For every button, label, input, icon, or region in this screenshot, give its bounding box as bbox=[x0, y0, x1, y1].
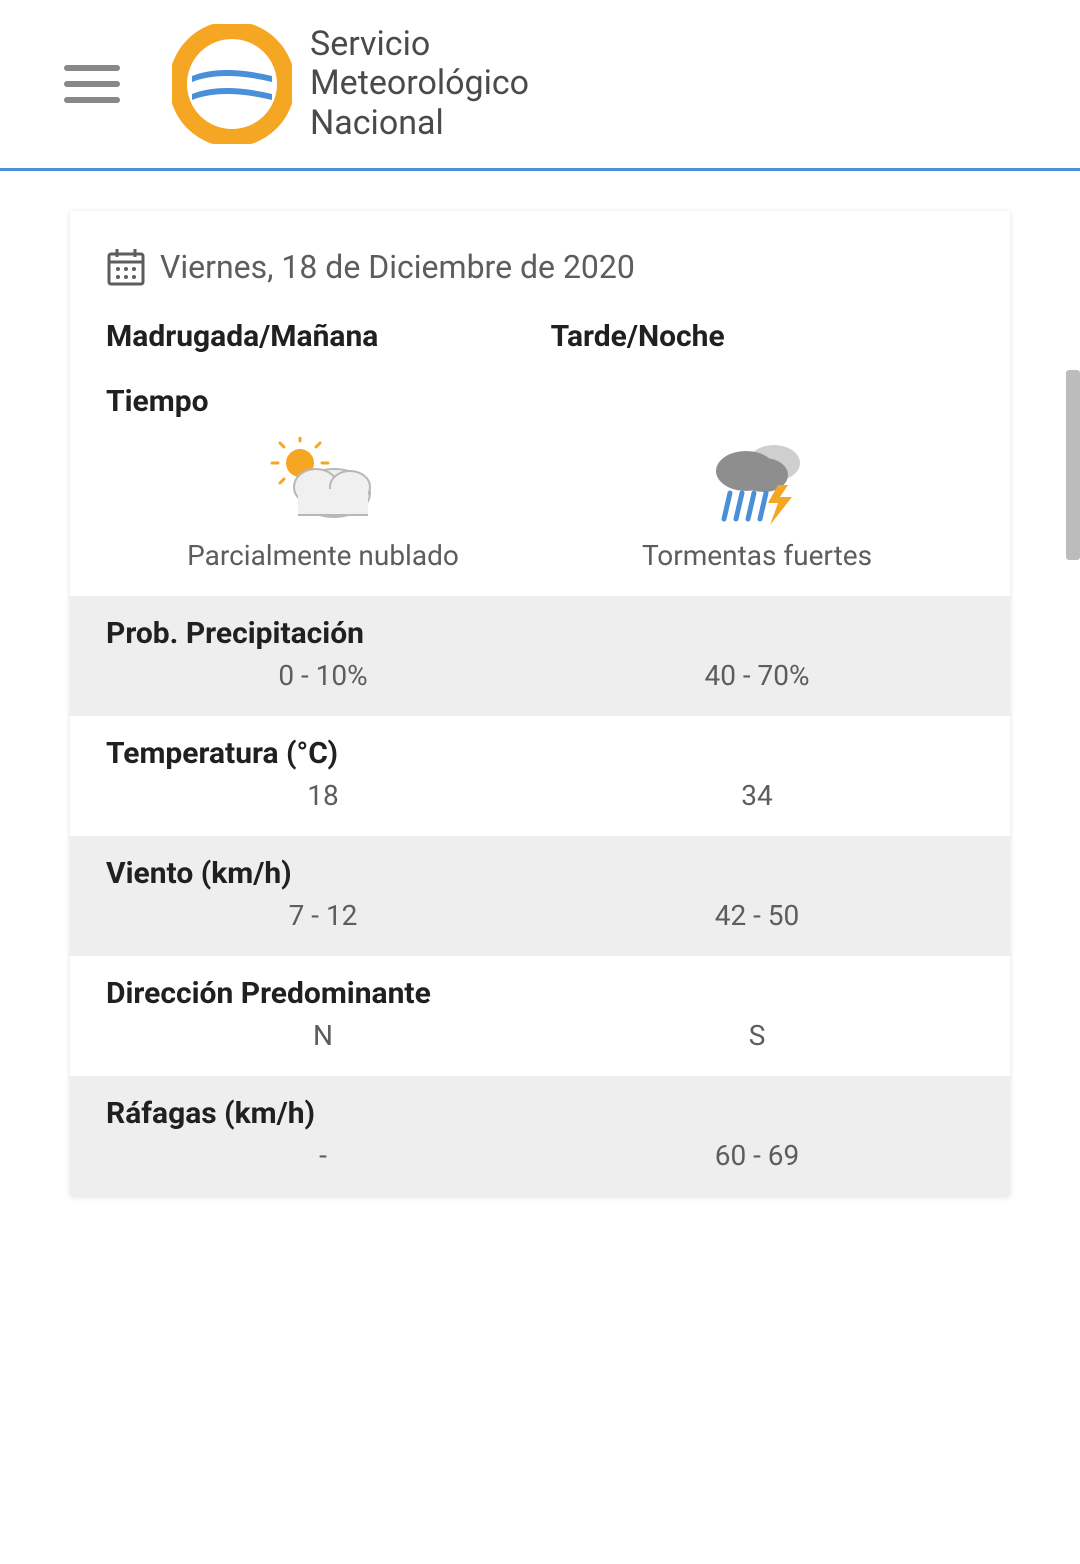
weather-morning: Parcialmente nublado bbox=[106, 437, 540, 572]
row-values-wind: 7 - 1242 - 50 bbox=[106, 899, 974, 932]
hamburger-bar bbox=[64, 97, 120, 103]
logo-line2: Meteorológico bbox=[310, 64, 529, 103]
row-morning-wind: 7 - 12 bbox=[106, 899, 540, 932]
row-morning-precip: 0 - 10% bbox=[106, 659, 540, 692]
row-evening-wind: 42 - 50 bbox=[540, 899, 974, 932]
row-evening-gust: 60 - 69 bbox=[540, 1139, 974, 1172]
logo[interactable]: Servicio Meteorológico Nacional bbox=[172, 24, 529, 144]
row-label-gust: Ráfagas (km/h) bbox=[106, 1096, 974, 1131]
data-row-wind: Viento (km/h) 7 - 1242 - 50 bbox=[70, 836, 1010, 956]
period-headers: Madrugada/Mañana Tarde/Noche bbox=[70, 319, 1010, 366]
row-values-precip: 0 - 10%40 - 70% bbox=[106, 659, 974, 692]
data-row-temp: Temperatura (°C) 1834 bbox=[70, 716, 1010, 836]
row-evening-precip: 40 - 70% bbox=[540, 659, 974, 692]
weather-evening-desc: Tormentas fuertes bbox=[642, 539, 872, 572]
row-values-dir: NS bbox=[106, 1019, 974, 1052]
calendar-icon bbox=[106, 247, 146, 287]
row-morning-temp: 18 bbox=[106, 779, 540, 812]
partly-cloudy-icon bbox=[268, 437, 378, 527]
row-evening-temp: 34 bbox=[540, 779, 974, 812]
data-row-precip: Prob. Precipitación 0 - 10%40 - 70% bbox=[70, 596, 1010, 716]
data-row-gust: Ráfagas (km/h) -60 - 69 bbox=[70, 1076, 1010, 1196]
row-values-gust: -60 - 69 bbox=[106, 1139, 974, 1172]
app-header: Servicio Meteorológico Nacional bbox=[0, 0, 1080, 171]
data-rows: Prob. Precipitación 0 - 10%40 - 70% Temper… bbox=[70, 596, 1010, 1196]
menu-button[interactable] bbox=[60, 61, 124, 107]
row-morning-gust: - bbox=[106, 1139, 540, 1172]
weather-section-label: Tiempo bbox=[70, 366, 1010, 425]
data-row-dir: Dirección Predominante NS bbox=[70, 956, 1010, 1076]
row-morning-dir: N bbox=[106, 1019, 540, 1052]
weather-morning-desc: Parcialmente nublado bbox=[187, 539, 459, 572]
row-values-temp: 1834 bbox=[106, 779, 974, 812]
content-area: Viernes, 18 de Diciembre de 2020 Madruga… bbox=[0, 171, 1080, 1226]
date-label: Viernes, 18 de Diciembre de 2020 bbox=[160, 248, 635, 286]
row-label-precip: Prob. Precipitación bbox=[106, 616, 974, 651]
logo-icon bbox=[172, 24, 292, 144]
hamburger-bar bbox=[64, 65, 120, 71]
row-evening-dir: S bbox=[540, 1019, 974, 1052]
period-evening: Tarde/Noche bbox=[551, 319, 974, 354]
weather-evening: Tormentas fuertes bbox=[540, 437, 974, 572]
forecast-card: Viernes, 18 de Diciembre de 2020 Madruga… bbox=[70, 211, 1010, 1196]
period-morning: Madrugada/Mañana bbox=[106, 319, 551, 354]
row-label-temp: Temperatura (°C) bbox=[106, 736, 974, 771]
hamburger-bar bbox=[64, 81, 120, 87]
row-label-wind: Viento (km/h) bbox=[106, 856, 974, 891]
logo-line3: Nacional bbox=[310, 104, 529, 143]
weather-row: Parcialmente nublado bbox=[70, 425, 1010, 596]
thunderstorm-icon bbox=[702, 437, 812, 527]
logo-line1: Servicio bbox=[310, 25, 529, 64]
logo-text: Servicio Meteorológico Nacional bbox=[310, 25, 529, 142]
row-label-dir: Dirección Predominante bbox=[106, 976, 974, 1011]
scrollbar-thumb[interactable] bbox=[1066, 370, 1080, 560]
date-row: Viernes, 18 de Diciembre de 2020 bbox=[70, 247, 1010, 319]
